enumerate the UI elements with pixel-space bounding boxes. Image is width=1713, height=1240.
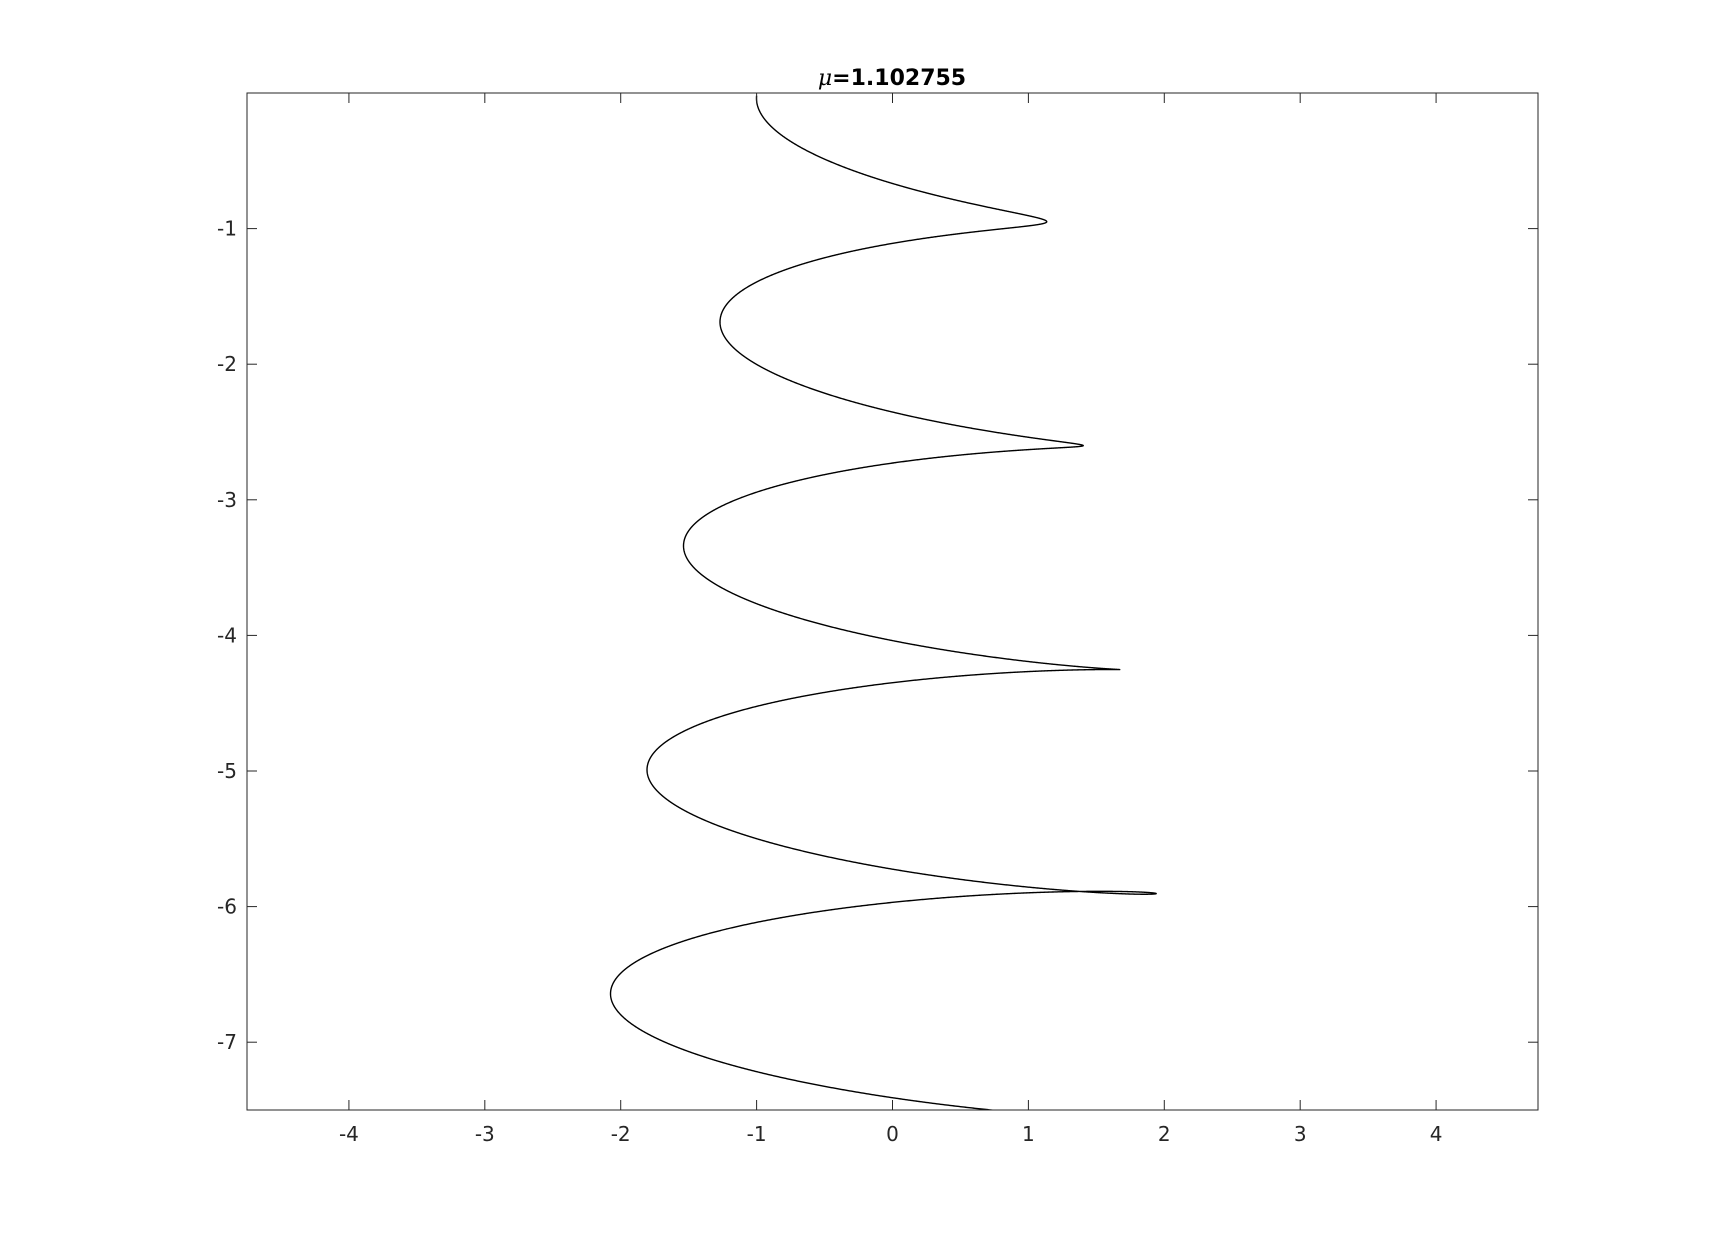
y-tick-label: -3	[217, 488, 237, 512]
trajectory-line	[609, 95, 1157, 1110]
x-tick-label: 4	[1430, 1122, 1443, 1146]
title-mu-symbol: μ	[818, 66, 832, 91]
title-value: =1.102755	[832, 66, 966, 91]
trajectory-line-group	[609, 95, 1157, 1110]
x-tick-label: 1	[1022, 1122, 1035, 1146]
x-tick-label: -1	[747, 1122, 767, 1146]
y-tick-label: -2	[217, 352, 237, 376]
x-axis-ticks: -4 -3 -2 -1 0 1 2 3 4	[339, 93, 1443, 1146]
y-tick-label: -7	[217, 1030, 237, 1054]
chart-title: μ=1.102755	[818, 66, 966, 91]
y-tick-label: -1	[217, 217, 237, 241]
y-axis-ticks: -1 -2 -3 -4 -5 -6 -7	[217, 217, 1538, 1054]
y-tick-label: -4	[217, 623, 237, 647]
y-tick-label: -5	[217, 759, 237, 783]
x-tick-label: 0	[886, 1122, 899, 1146]
x-tick-label: 3	[1294, 1122, 1307, 1146]
x-tick-label: -3	[475, 1122, 495, 1146]
x-tick-label: 2	[1158, 1122, 1171, 1146]
x-tick-label: -2	[611, 1122, 631, 1146]
x-tick-label: -4	[339, 1122, 359, 1146]
y-tick-label: -6	[217, 895, 237, 919]
